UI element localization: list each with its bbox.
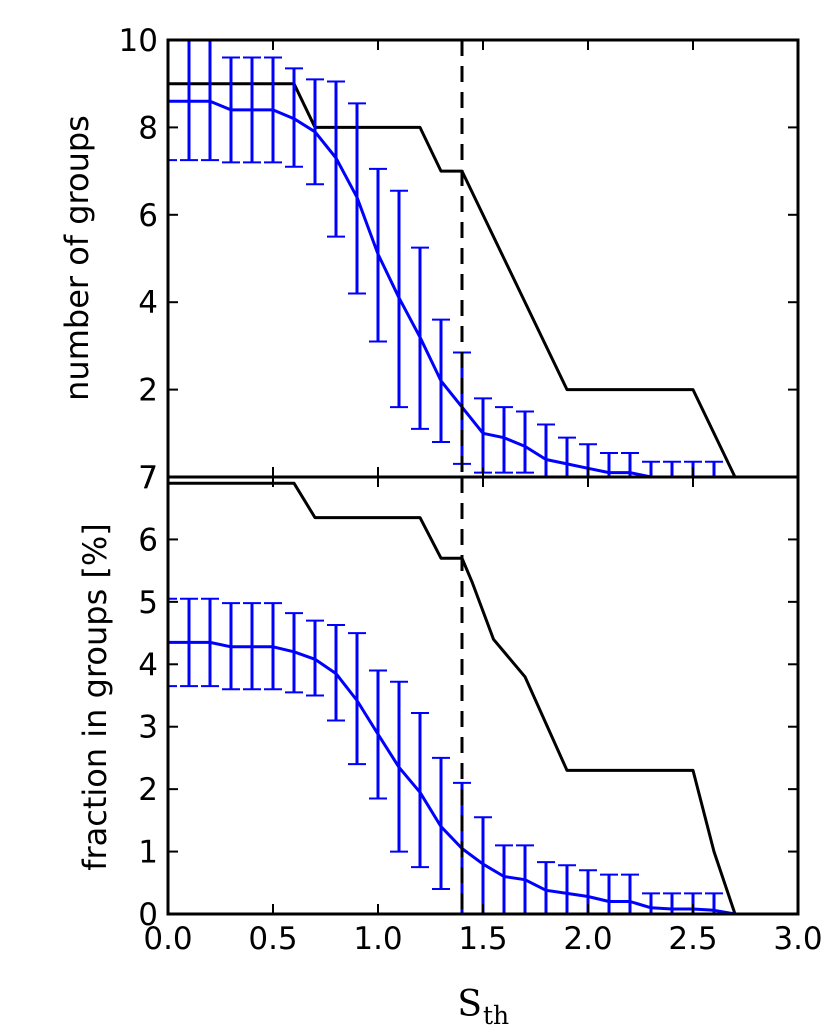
x-axis-label-subscript: th [483, 1001, 509, 1030]
bottom-ytick-label: 5 [138, 585, 158, 621]
bottom-ytick-label: 0 [138, 897, 158, 933]
top-ytick-label: 4 [138, 285, 158, 321]
bottom-xtick-label: 0.0 [143, 921, 192, 957]
top-observed-line [168, 82, 798, 477]
bottom-ytick-label: 4 [138, 647, 158, 683]
top-mean-line [168, 99, 735, 477]
top-ytick-label: 6 [138, 198, 158, 234]
bottom-xtick-label: 0.5 [248, 921, 297, 957]
bottom-ytick-label: 7 [138, 460, 158, 496]
bottom-series-group [168, 481, 798, 914]
bottom-xtick-label: 2.5 [668, 921, 717, 957]
bottom-ytick-label: 2 [138, 772, 158, 808]
x-axis-label: S [457, 984, 482, 1025]
bottom-xtick-label: 3.0 [773, 921, 822, 957]
bottom-panel: 0 1 2 3 4 5 6 7 0.0 0.5 1.0 1.5 2.0 2.5 3.0 fraction i… [76, 460, 823, 1030]
bottom-ytick-label: 1 [138, 835, 158, 871]
bottom-y-axis-label: fraction in groups [%] [76, 523, 114, 871]
top-ytick-label: 8 [138, 110, 158, 146]
bottom-observed-line [168, 481, 798, 914]
bottom-plot-area [168, 477, 798, 914]
bottom-ytick-label: 6 [138, 522, 158, 558]
bottom-ticks: 0 1 2 3 4 5 6 7 0.0 0.5 1.0 1.5 2.0 2.5 3.0 [138, 460, 822, 957]
top-panel: 2 4 6 8 10 7 number of groups [58, 23, 800, 496]
bottom-xtick-label: 1.5 [458, 921, 507, 957]
top-y-axis-label: number of groups [58, 115, 96, 401]
top-overlap-label: 7 [138, 460, 158, 496]
top-ytick-label: 2 [138, 373, 158, 409]
top-plot-area [168, 40, 798, 477]
top-series-group [168, 40, 798, 477]
bottom-xtick-label: 2.0 [563, 921, 612, 957]
top-ticks: 2 4 6 8 10 7 [119, 23, 799, 496]
top-ytick-label: 10 [119, 23, 158, 59]
bottom-mean-line [168, 640, 736, 914]
bottom-xtick-label: 1.0 [353, 921, 402, 957]
bottom-ytick-label: 3 [138, 710, 158, 746]
